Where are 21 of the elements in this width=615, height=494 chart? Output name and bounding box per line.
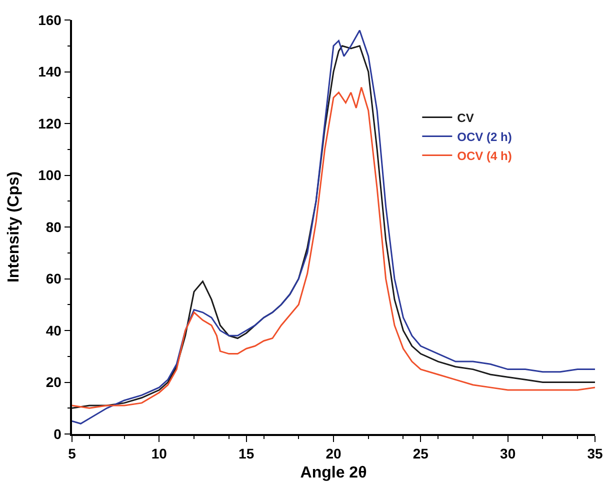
x-tick-label: 5 bbox=[68, 446, 76, 462]
y-tick-label: 160 bbox=[38, 12, 62, 28]
x-tick-label: 20 bbox=[326, 446, 342, 462]
x-tick-label: 25 bbox=[412, 446, 429, 462]
y-tick-label: 40 bbox=[46, 322, 62, 338]
x-axis-title: Angle 2θ bbox=[300, 464, 367, 482]
y-tick-label: 20 bbox=[46, 374, 62, 390]
x-tick-label: 10 bbox=[151, 446, 168, 462]
legend-label: OCV (4 h) bbox=[457, 148, 512, 163]
legend-label: CV bbox=[457, 110, 474, 125]
y-tick-label: 60 bbox=[46, 270, 62, 287]
y-tick-label: 120 bbox=[38, 115, 62, 132]
y-tick-label: 140 bbox=[38, 64, 62, 80]
y-axis-title: Intensity (Cps) bbox=[5, 171, 22, 283]
y-tick-label: 100 bbox=[38, 167, 62, 184]
x-tick-label: 15 bbox=[238, 446, 254, 462]
x-tick-label: 30 bbox=[500, 446, 516, 462]
x-tick-label: 35 bbox=[587, 446, 603, 462]
y-tick-label: 80 bbox=[46, 218, 62, 235]
legend-label: OCV (2 h) bbox=[457, 130, 512, 144]
y-tick-label: 0 bbox=[54, 426, 62, 442]
